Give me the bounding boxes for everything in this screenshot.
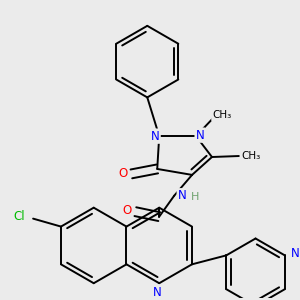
Text: N: N — [178, 189, 187, 202]
Text: O: O — [123, 204, 132, 217]
Text: N: N — [196, 129, 204, 142]
Text: H: H — [191, 192, 199, 202]
Text: N: N — [151, 130, 160, 142]
Text: CH₃: CH₃ — [212, 110, 232, 120]
Text: CH₃: CH₃ — [241, 151, 260, 161]
Text: N: N — [290, 247, 299, 260]
Text: N: N — [153, 286, 162, 299]
Text: O: O — [119, 167, 128, 180]
Text: Cl: Cl — [14, 210, 25, 223]
